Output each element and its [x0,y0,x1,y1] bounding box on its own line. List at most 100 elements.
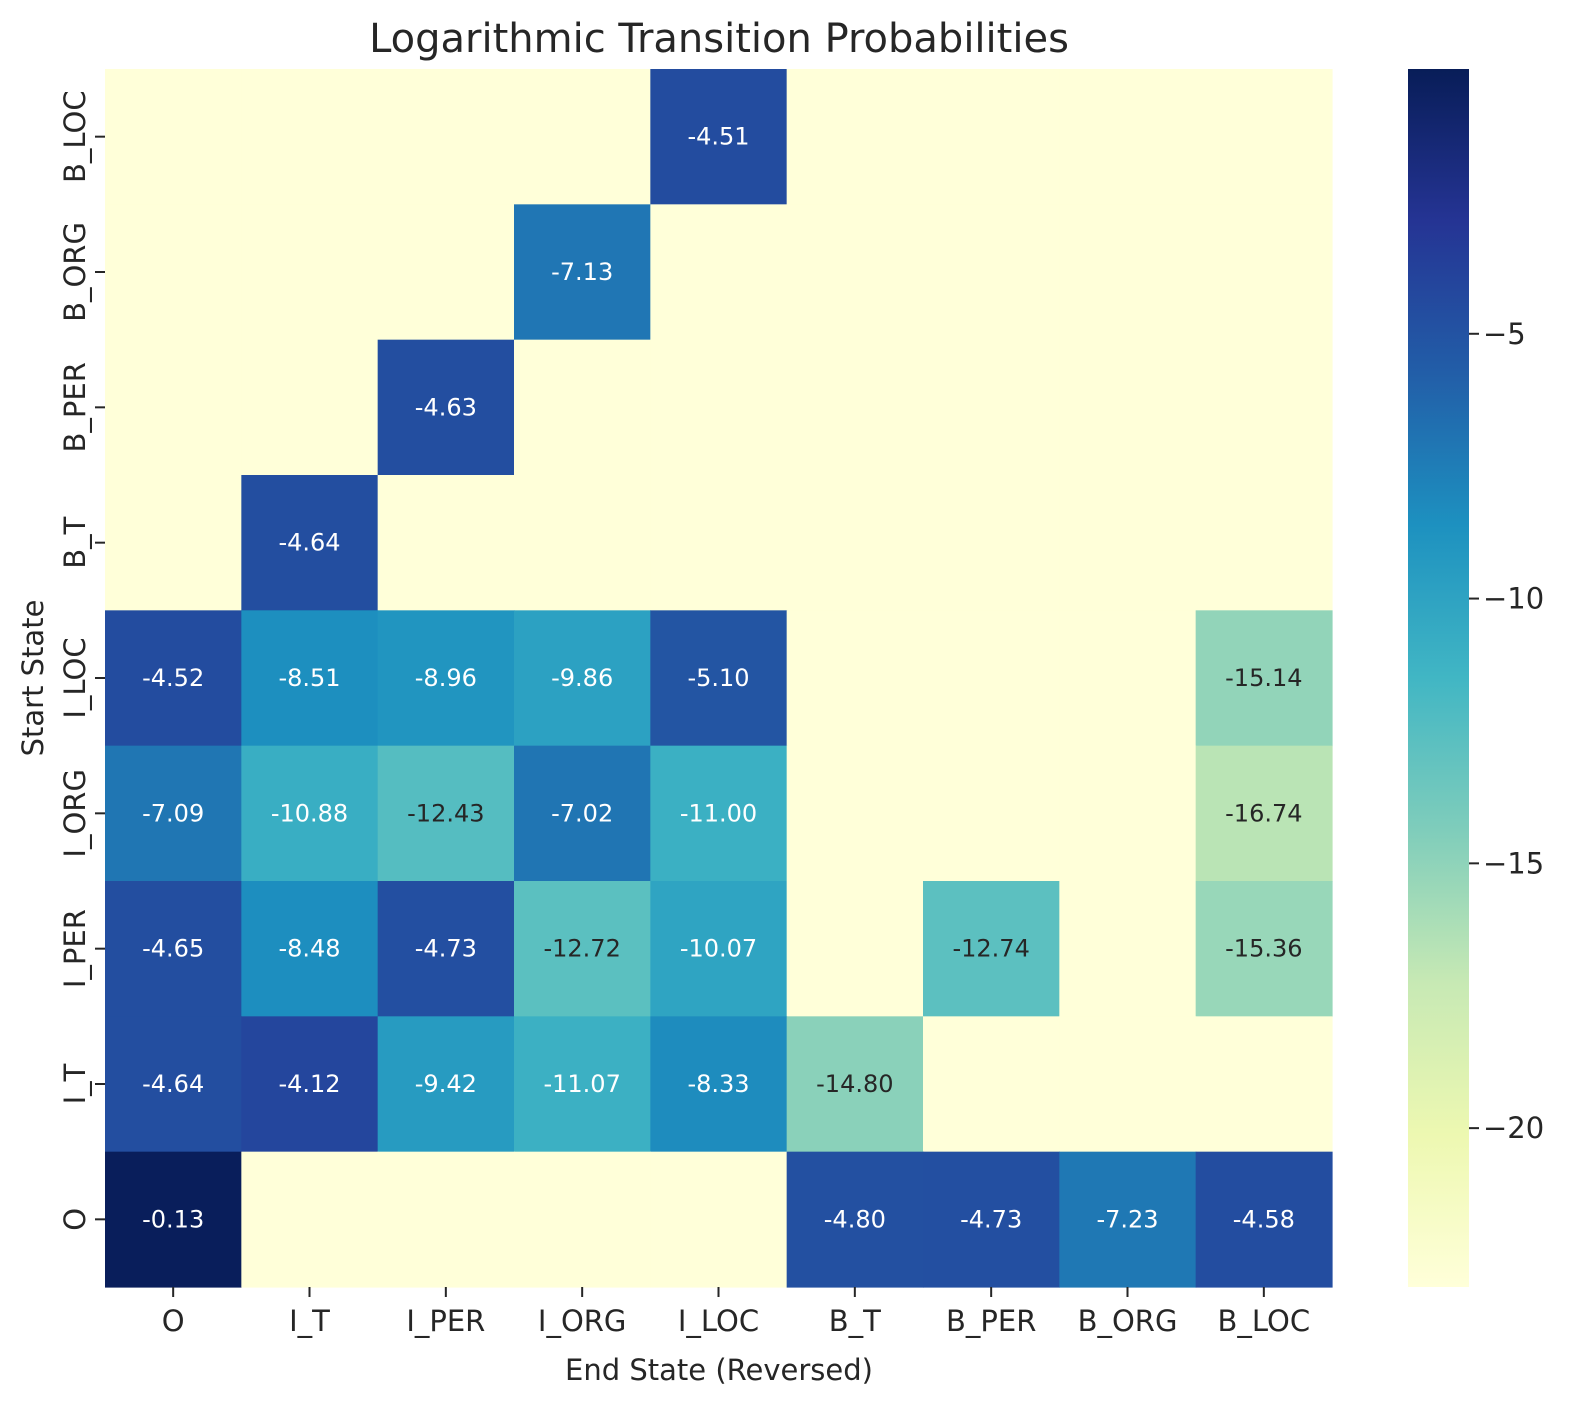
heatmap-cell [650,1151,788,1288]
y-tick-label: B_LOC [58,90,92,183]
heatmap-cell [1195,204,1333,341]
colorbar-tick-label: −20 [1483,1111,1544,1145]
heatmap-cell [1195,1016,1333,1153]
heatmap-cell [650,881,788,1017]
heatmap-cell [923,204,1060,341]
heatmap-cell [241,1016,379,1153]
heatmap-cell [650,339,788,476]
x-tick-label: B_LOC [1218,1304,1311,1338]
heatmap-cell [1195,1151,1333,1288]
cell-value-label: -4.63 [415,393,477,421]
cell-value-label: -4.65 [142,935,204,963]
x-tick-label: B_PER [946,1304,1036,1338]
heatmap-cell [514,475,651,611]
cell-value-label: -12.74 [952,935,1029,963]
heatmap-cell [1195,610,1333,747]
x-tick-label: B_T [829,1304,881,1338]
x-tick-label: I_T [289,1304,330,1338]
heatmap-cells [105,69,1333,1288]
heatmap-cell [786,745,924,882]
heatmap-cell [105,475,242,611]
colorbar-tick-label: −15 [1483,846,1544,880]
cell-value-label: -4.64 [142,1070,204,1098]
cell-value-label: -0.13 [142,1205,204,1233]
heatmap-cell [923,1151,1060,1288]
heatmap-cell [1059,339,1197,476]
cell-value-label: -8.96 [415,664,477,692]
cell-value-label: -14.80 [816,1070,893,1098]
heatmap-cell [241,881,379,1017]
cell-value-label: -4.51 [687,123,749,151]
heatmap-cell [786,204,924,341]
cell-value-label: -12.72 [543,935,620,963]
heatmap-cell [105,204,242,341]
heatmap-cell [377,339,515,476]
heatmap-cell [923,610,1060,747]
cell-value-label: -4.52 [142,664,204,692]
heatmap-cell [377,204,515,341]
cell-value-label: -4.80 [824,1205,886,1233]
cell-value-label: -9.42 [415,1070,477,1098]
cell-value-label: -4.58 [1233,1205,1295,1233]
heatmap-cell [786,1151,924,1288]
heatmap-cell [1059,69,1197,205]
y-axis-ticks: B_LOC B_ORG B_PER B_T I_LOC I_ORG I_PER I_T O [58,90,105,1231]
heatmap-cell [1195,69,1333,205]
y-tick-label: B_T [58,516,92,568]
colorbar [1408,69,1469,1287]
cell-value-label: -4.12 [278,1070,340,1098]
cell-value-label: -12.43 [407,799,484,827]
cell-value-label: -7.23 [1096,1205,1158,1233]
x-tick-label: I_PER [406,1304,485,1338]
cell-value-label: -15.14 [1225,664,1302,692]
y-tick-label: I_T [58,1063,92,1104]
cell-value-label: -11.07 [543,1070,620,1098]
heatmap-cell [923,339,1060,476]
x-axis-ticks: O I_T I_PER I_ORG I_LOC B_T B_PER B_ORG B_LOC [162,1287,1310,1338]
heatmap-cell [241,745,379,882]
heatmap-cell [650,745,788,882]
cell-value-label: -7.09 [142,799,204,827]
heatmap-cell [514,69,651,205]
chart-title: Logarithmic Transition Probabilities [369,16,1069,62]
heatmap-cell [1059,204,1197,341]
colorbar-ticks: −5 −10 −15 −20 [1469,317,1544,1145]
x-tick-label: B_ORG [1078,1304,1178,1338]
x-axis-label: End State (Reversed) [565,1353,873,1387]
heatmap-cell [650,475,788,611]
heatmap-cell [786,610,924,747]
heatmap-cell [241,69,379,205]
heatmap-cell [923,1016,1060,1153]
y-tick-label: I_ORG [58,769,92,858]
x-tick-label: O [162,1304,185,1338]
heatmap-cell [105,1016,242,1153]
heatmap-cell [1059,1016,1197,1153]
heatmap-cell [105,745,242,882]
heatmap-cell [514,204,651,341]
y-tick-label: I_PER [58,909,92,988]
heatmap-cell [241,1151,379,1288]
heatmap-cell [650,1016,788,1153]
cell-value-label: -7.02 [551,799,613,827]
heatmap-cell [377,1016,515,1153]
cell-value-label: -5.10 [687,664,749,692]
heatmap-cell [241,204,379,341]
heatmap-cell [514,1016,651,1153]
heatmap-cell [514,745,651,882]
heatmap-cell [650,610,788,747]
cell-value-label: -4.64 [278,529,340,557]
cell-value-label: -11.00 [680,799,757,827]
heatmap-cell [1059,881,1197,1017]
heatmap-cell [786,475,924,611]
heatmap-cell [377,881,515,1017]
cell-value-label: -10.88 [271,799,348,827]
heatmap-cell-labels: -4.51 -7.13 -4.63 -4.64 -4.52 -8.51 -8.96 -9.86… [142,123,1302,1234]
cell-value-label: -16.74 [1225,799,1302,827]
heatmap-cell [923,745,1060,882]
cell-value-label: -4.73 [415,935,477,963]
heatmap-cell [923,69,1060,205]
heatmap-cell [1059,610,1197,747]
colorbar-tick-label: −10 [1483,582,1544,616]
heatmap-cell [1195,475,1333,611]
